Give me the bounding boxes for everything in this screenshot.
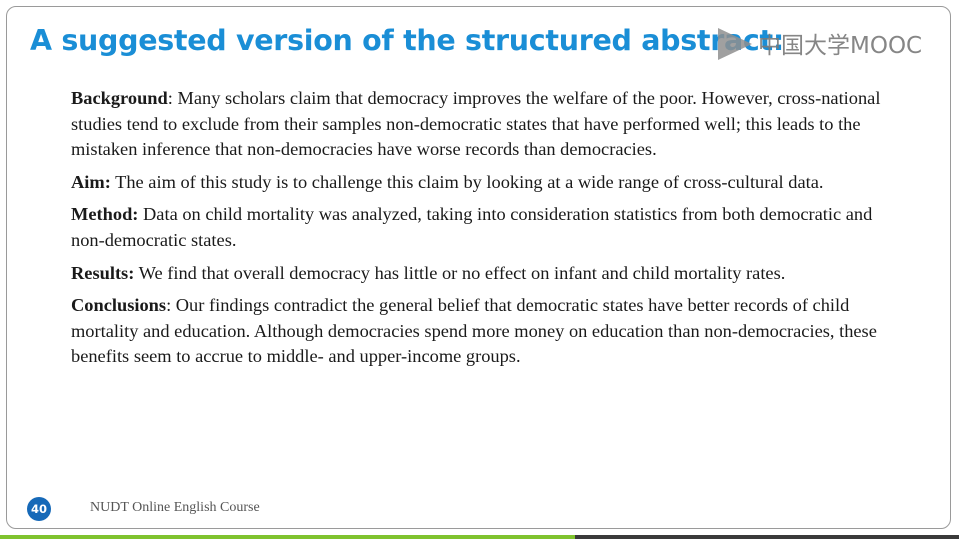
section-text: Data on child mortality was analyzed, ta… <box>71 204 873 250</box>
section-label: Conclusions <box>71 295 167 316</box>
label-separator: : <box>166 295 176 316</box>
abstract-paragraph-method: Method: Data on child mortality was anal… <box>71 202 901 253</box>
label-separator: : <box>167 88 178 108</box>
abstract-paragraph-aim: Aim: The aim of this study is to challen… <box>71 170 901 196</box>
section-text: We find that overall democracy has littl… <box>138 262 786 283</box>
video-progress-fill <box>0 535 576 539</box>
section-text: Our findings contradict the general beli… <box>71 295 877 367</box>
watermark-text: 中国大学MOOC <box>758 33 922 59</box>
section-text: Many scholars claim that democracy impro… <box>71 88 881 160</box>
slide-frame <box>6 6 951 529</box>
page-number-badge: 40 <box>27 497 51 521</box>
mooc-watermark: 中国大学MOOC <box>718 28 922 60</box>
section-label: Aim: <box>71 171 111 192</box>
abstract-paragraph-conclusions: Conclusions: Our findings contradict the… <box>71 293 901 370</box>
abstract-paragraph-background: Background: Many scholars claim that dem… <box>71 86 901 163</box>
play-icon <box>718 28 752 60</box>
slide-title: A suggested version of the structured ab… <box>30 24 784 57</box>
footer-course-name: NUDT Online English Course <box>90 500 260 515</box>
section-label: Background <box>71 88 168 108</box>
abstract-paragraph-results: Results: We find that overall democracy … <box>71 261 901 287</box>
section-label: Method: <box>71 204 139 225</box>
abstract-body: Background: Many scholars claim that dem… <box>71 86 901 377</box>
section-text: The aim of this study is to challenge th… <box>115 171 824 192</box>
section-label: Results: <box>71 262 135 283</box>
